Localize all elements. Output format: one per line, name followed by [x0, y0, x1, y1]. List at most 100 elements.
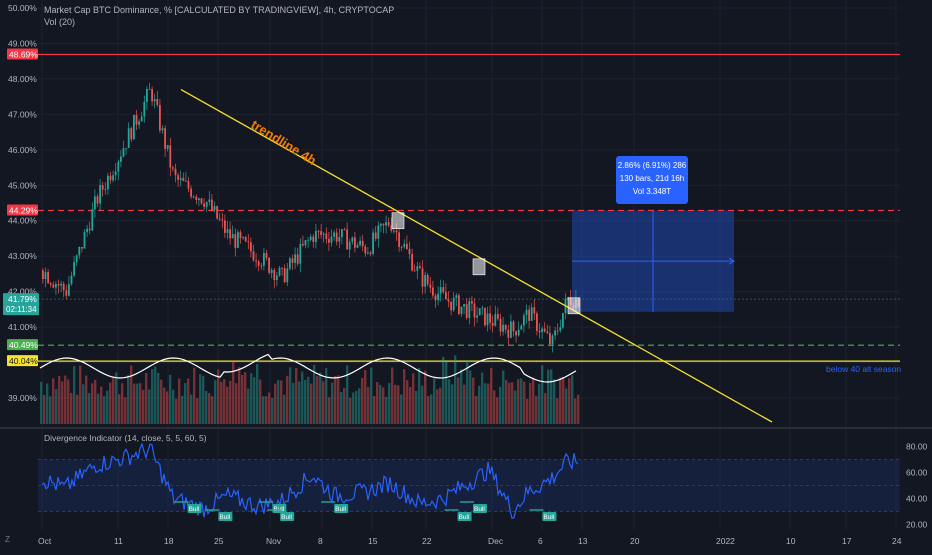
- volume-bar: [301, 371, 304, 424]
- touch-marker[interactable]: [567, 297, 581, 315]
- volume-bar: [70, 392, 73, 424]
- candle: [452, 297, 455, 311]
- volume-bar: [292, 382, 295, 424]
- volume-bar: [409, 386, 412, 424]
- bull-label[interactable]: Bull: [459, 514, 470, 521]
- symbol-title[interactable]: Market Cap BTC Dominance, % [CALCULATED …: [44, 5, 395, 15]
- volume-bar: [472, 377, 475, 424]
- candle: [361, 240, 364, 247]
- price-tag-40-04[interactable]: 40.04%: [9, 356, 38, 366]
- volume-bar: [442, 356, 445, 424]
- divergence-indicator-title[interactable]: Divergence Indicator (14, close, 5, 5, 6…: [44, 433, 207, 443]
- zoom-icon[interactable]: Z: [5, 535, 10, 544]
- candle: [133, 114, 135, 140]
- volume-bar: [88, 393, 91, 424]
- volume-bar: [199, 374, 202, 424]
- bull-label[interactable]: Bull: [543, 514, 554, 521]
- candle: [348, 241, 351, 250]
- bull-label-bg: [272, 504, 287, 513]
- candle: [533, 307, 536, 314]
- candle: [117, 161, 120, 172]
- touch-marker[interactable]: [472, 258, 486, 276]
- candle: [44, 272, 47, 280]
- volume-bar: [388, 383, 391, 424]
- bull-label-bg: [542, 512, 557, 521]
- candle: [143, 101, 146, 117]
- volume-bar: [226, 386, 229, 424]
- touch-marker[interactable]: [391, 212, 405, 230]
- candle: [408, 248, 411, 254]
- volume-ma-line: [39, 353, 577, 383]
- bull-label[interactable]: Bull: [281, 514, 292, 521]
- volume-indicator-label[interactable]: Vol (20): [44, 17, 76, 27]
- candle: [60, 283, 62, 286]
- volume-bar: [112, 377, 115, 424]
- candle: [42, 270, 44, 280]
- volume-bar: [520, 378, 523, 424]
- time-tick: 20: [630, 536, 640, 546]
- volume-bar: [202, 375, 205, 424]
- rsi-tick: 80.00: [906, 442, 928, 452]
- volume-bar: [523, 381, 526, 424]
- measure-change: 2.86% (6.91%) 286: [617, 161, 687, 170]
- candle: [346, 229, 348, 250]
- candle: [281, 267, 283, 269]
- trendline[interactable]: [180, 88, 773, 423]
- volume-bar: [154, 366, 157, 424]
- volume-bar: [262, 396, 265, 424]
- bull-label[interactable]: Bull: [474, 506, 485, 513]
- volume-bar: [58, 375, 61, 424]
- volume-bar: [502, 370, 505, 424]
- candle: [426, 275, 429, 285]
- candle: [338, 236, 341, 242]
- volume-bar: [385, 396, 388, 424]
- volume-bar: [397, 385, 400, 424]
- candle: [218, 218, 221, 220]
- candle: [52, 284, 55, 288]
- candle: [174, 168, 177, 176]
- volume-bar: [316, 376, 319, 424]
- candle: [203, 203, 205, 207]
- time-tick: 25: [214, 536, 224, 546]
- volume-bar: [364, 369, 367, 424]
- candle: [354, 237, 356, 248]
- volume-bar: [394, 384, 397, 424]
- measure-tooltip: 2.86% (6.91%) 286 130 bars, 21d 16h Vol …: [616, 156, 688, 204]
- price-tag-44-29[interactable]: 44.29%: [9, 205, 38, 215]
- volume-bar: [400, 394, 403, 424]
- candle: [356, 245, 359, 248]
- alt-season-annotation[interactable]: below 40 alt season: [826, 364, 902, 374]
- candle: [445, 292, 447, 300]
- candle: [91, 209, 94, 231]
- volume-bar: [85, 375, 88, 424]
- volume-bar: [97, 393, 100, 424]
- candle: [424, 275, 426, 287]
- bull-label[interactable]: Bull: [219, 514, 230, 521]
- volume-bar: [343, 387, 346, 424]
- candle: [421, 268, 424, 287]
- volume-bar: [40, 381, 43, 424]
- volume-bar: [481, 372, 484, 424]
- candle: [512, 321, 515, 332]
- volume-bar: [115, 372, 118, 424]
- candle: [302, 243, 304, 246]
- volume-bar: [232, 361, 235, 424]
- candle: [164, 128, 166, 149]
- bull-label-bg: [218, 512, 233, 521]
- bull-label[interactable]: Bull: [335, 506, 346, 513]
- price-tag-40-49[interactable]: 40.49%: [9, 340, 38, 350]
- candle: [190, 188, 192, 197]
- bull-label[interactable]: Bull: [189, 506, 200, 513]
- candle: [78, 247, 81, 256]
- candle: [468, 300, 471, 318]
- volume-bar: [550, 369, 553, 424]
- current-price-tag[interactable]: 41.79%: [8, 294, 37, 304]
- volume-bar: [124, 397, 127, 424]
- price-tag-48-69[interactable]: 48.69%: [9, 49, 38, 59]
- candle: [291, 258, 294, 263]
- trendline-label[interactable]: trendline 4h: [248, 117, 319, 168]
- volume-bar: [178, 378, 181, 424]
- volume-bar: [157, 372, 160, 424]
- candle: [205, 202, 208, 207]
